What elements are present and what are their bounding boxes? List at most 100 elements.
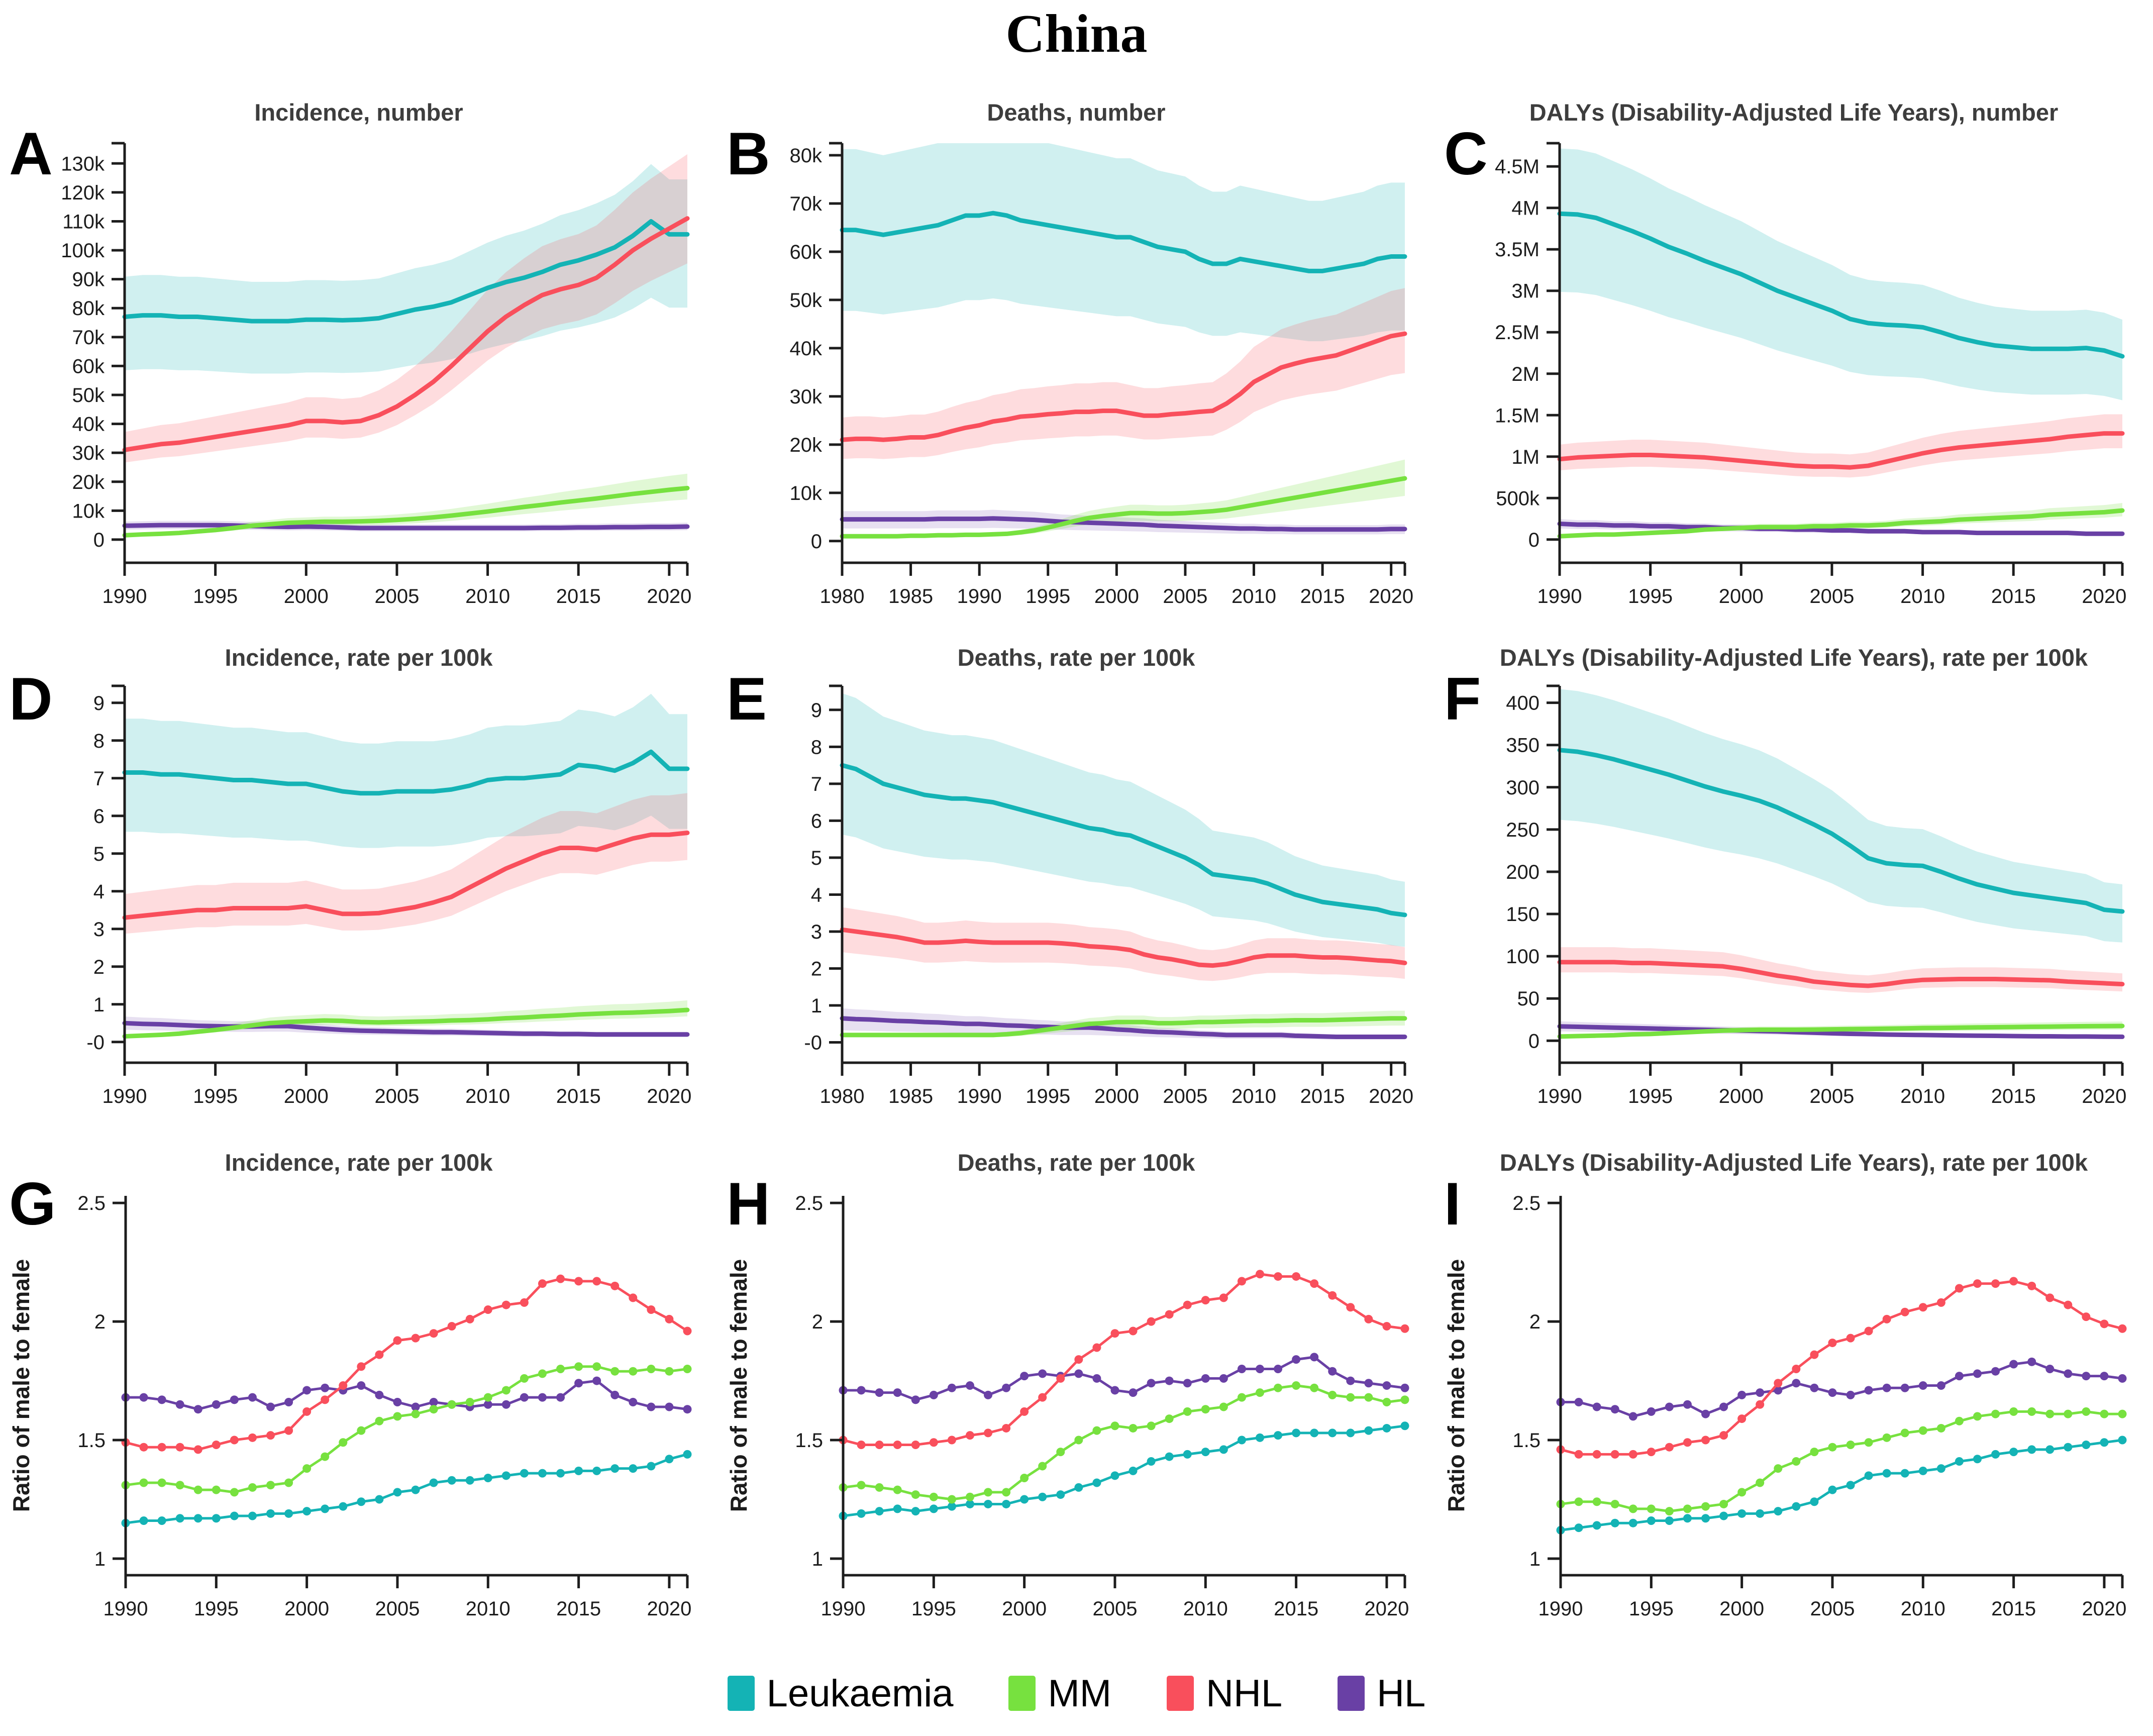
svg-text:2010: 2010 bbox=[466, 1598, 510, 1620]
svg-text:40k: 40k bbox=[72, 414, 105, 436]
panel-incidence-number: A Incidence, number 0 10k 20k 30k 40k 50k 60k 7… bbox=[0, 85, 717, 631]
svg-text:100: 100 bbox=[1506, 946, 1540, 968]
panel-title-incidence-number: Incidence, number bbox=[254, 99, 463, 126]
panel-letter-a: A bbox=[9, 120, 53, 187]
svg-text:1: 1 bbox=[93, 994, 105, 1016]
svg-text:1990: 1990 bbox=[821, 1598, 866, 1620]
svg-text:1995: 1995 bbox=[1026, 1085, 1070, 1107]
svg-text:50k: 50k bbox=[790, 289, 823, 312]
svg-text:-0: -0 bbox=[804, 1032, 822, 1054]
svg-text:3.5M: 3.5M bbox=[1495, 239, 1540, 261]
chart-dalys-ratio: 1 1.5 2 2.5 1990 1995 2000 2005 2010 2015 2020 Rati… bbox=[1443, 1192, 2127, 1620]
svg-text:9: 9 bbox=[93, 692, 105, 714]
svg-text:80k: 80k bbox=[790, 145, 823, 167]
panel-dalys-rate: F DALYs (Disability-Adjusted Life Years)… bbox=[1435, 631, 2152, 1136]
svg-text:Ratio of male to female: Ratio of male to female bbox=[726, 1259, 752, 1512]
svg-text:2.5M: 2.5M bbox=[1495, 322, 1540, 344]
svg-text:1995: 1995 bbox=[1629, 1598, 1674, 1620]
svg-text:8: 8 bbox=[93, 730, 105, 752]
svg-text:2005: 2005 bbox=[374, 1085, 419, 1107]
svg-text:1990: 1990 bbox=[104, 1598, 148, 1620]
panel-dalys-number: C DALYs (Disability-Adjusted Life Years)… bbox=[1435, 85, 2152, 631]
svg-text:2000: 2000 bbox=[284, 1598, 329, 1620]
svg-text:1980: 1980 bbox=[820, 585, 865, 607]
svg-text:100k: 100k bbox=[61, 240, 105, 262]
svg-text:2005: 2005 bbox=[1092, 1598, 1137, 1620]
svg-text:1990: 1990 bbox=[957, 1085, 1002, 1107]
svg-text:1980: 1980 bbox=[820, 1085, 865, 1107]
panel-dalys-ratio: I DALYs (Disability-Adjusted Life Years)… bbox=[1435, 1136, 2152, 1651]
svg-text:1990: 1990 bbox=[1537, 585, 1582, 607]
svg-text:70k: 70k bbox=[72, 327, 105, 349]
svg-text:Ratio of male to female: Ratio of male to female bbox=[1443, 1259, 1469, 1512]
svg-text:150: 150 bbox=[1506, 903, 1540, 926]
svg-text:400: 400 bbox=[1506, 692, 1540, 714]
svg-text:50k: 50k bbox=[72, 384, 105, 406]
svg-text:350: 350 bbox=[1506, 735, 1540, 757]
chart-deaths-number: 0 10k 20k 30k 40k 50k 60k 70k 80k 1980 1985 1990 199… bbox=[790, 142, 1413, 607]
svg-text:2010: 2010 bbox=[465, 585, 510, 607]
svg-text:2020: 2020 bbox=[647, 1085, 691, 1107]
chart-row-2: D Incidence, rate per 100k -0 1 2 3 4 5 6 7 8 9 19… bbox=[0, 631, 2153, 1136]
chart-incidence-rate: -0 1 2 3 4 5 6 7 8 9 1990 1995 2000 2005 2010 2015 2020 bbox=[86, 684, 691, 1107]
svg-text:2020: 2020 bbox=[647, 1598, 691, 1620]
svg-text:60k: 60k bbox=[790, 241, 823, 263]
svg-text:2000: 2000 bbox=[1719, 1598, 1764, 1620]
panel-deaths-rate: E Deaths, rate per 100k -0 1 2 3 4 5 6 7 8 9 1980 1… bbox=[717, 631, 1435, 1136]
panel-deaths-number: B Deaths, number 0 10k 20k 30k 40k 50k 60k 70k 8… bbox=[717, 85, 1435, 631]
panel-incidence-ratio: G Incidence, rate per 100k 1 1.5 2 2.5 1990 1… bbox=[0, 1136, 717, 1651]
svg-text:1.5: 1.5 bbox=[77, 1429, 106, 1452]
chart-deaths-rate: -0 1 2 3 4 5 6 7 8 9 1980 1985 1990 1995 2000 2005 2010 2… bbox=[804, 684, 1413, 1107]
svg-text:0: 0 bbox=[1528, 529, 1540, 551]
svg-text:4M: 4M bbox=[1511, 197, 1540, 220]
svg-text:2: 2 bbox=[93, 956, 105, 978]
svg-text:6: 6 bbox=[811, 810, 822, 832]
svg-text:2M: 2M bbox=[1511, 363, 1540, 385]
svg-text:2010: 2010 bbox=[1900, 585, 1945, 607]
svg-text:20k: 20k bbox=[72, 471, 105, 493]
svg-text:2005: 2005 bbox=[1163, 1085, 1207, 1107]
svg-text:2: 2 bbox=[811, 958, 822, 980]
svg-text:4.5M: 4.5M bbox=[1495, 156, 1540, 178]
svg-text:40k: 40k bbox=[790, 338, 823, 360]
svg-text:2000: 2000 bbox=[1094, 585, 1139, 607]
svg-text:2.5: 2.5 bbox=[1512, 1192, 1541, 1214]
panel-title-incidence-rate: Incidence, rate per 100k bbox=[225, 644, 493, 671]
panel-title-dalys-ratio: DALYs (Disability-Adjusted Life Years), … bbox=[1499, 1149, 2088, 1176]
svg-text:3: 3 bbox=[93, 918, 105, 941]
svg-text:80k: 80k bbox=[72, 297, 105, 320]
panel-incidence-rate: D Incidence, rate per 100k -0 1 2 3 4 5 6 7 8 9 19… bbox=[0, 631, 717, 1136]
panel-title-dalys-rate: DALYs (Disability-Adjusted Life Years), … bbox=[1499, 644, 2088, 671]
svg-text:1.5: 1.5 bbox=[795, 1429, 823, 1452]
svg-text:5: 5 bbox=[93, 843, 105, 865]
svg-text:1.5M: 1.5M bbox=[1495, 404, 1540, 427]
svg-text:1: 1 bbox=[1529, 1548, 1541, 1570]
panel-letter-h: H bbox=[727, 1170, 770, 1238]
svg-text:2.5: 2.5 bbox=[795, 1192, 823, 1214]
chart-incidence-ratio: 1 1.5 2 2.5 1990 1995 2000 2005 2010 2015 2020 Rati… bbox=[8, 1192, 692, 1620]
svg-text:2000: 2000 bbox=[284, 1085, 329, 1107]
svg-text:2: 2 bbox=[1529, 1311, 1541, 1333]
legend: Leukaemia MM NHL HL bbox=[0, 1651, 2153, 1736]
svg-text:2015: 2015 bbox=[1991, 585, 2036, 607]
svg-text:2015: 2015 bbox=[1991, 1598, 2036, 1620]
legend-item-leukaemia: Leukaemia bbox=[727, 1672, 953, 1715]
svg-text:2010: 2010 bbox=[1901, 1598, 1945, 1620]
svg-text:1995: 1995 bbox=[1628, 585, 1673, 607]
svg-text:1990: 1990 bbox=[957, 585, 1002, 607]
svg-text:10k: 10k bbox=[790, 482, 823, 504]
panel-letter-f: F bbox=[1444, 665, 1481, 733]
svg-text:10k: 10k bbox=[72, 500, 105, 522]
svg-text:1995: 1995 bbox=[193, 585, 238, 607]
svg-text:3: 3 bbox=[811, 921, 822, 943]
svg-text:2015: 2015 bbox=[556, 1085, 601, 1107]
svg-text:1: 1 bbox=[812, 1548, 823, 1570]
svg-text:1995: 1995 bbox=[911, 1598, 956, 1620]
svg-text:2005: 2005 bbox=[1163, 585, 1207, 607]
legend-label-mm: MM bbox=[1048, 1672, 1112, 1715]
legend-label-hl: HL bbox=[1377, 1672, 1426, 1715]
svg-text:1.5: 1.5 bbox=[1512, 1429, 1541, 1452]
svg-text:2005: 2005 bbox=[1809, 585, 1854, 607]
panel-letter-c: C bbox=[1444, 120, 1488, 187]
